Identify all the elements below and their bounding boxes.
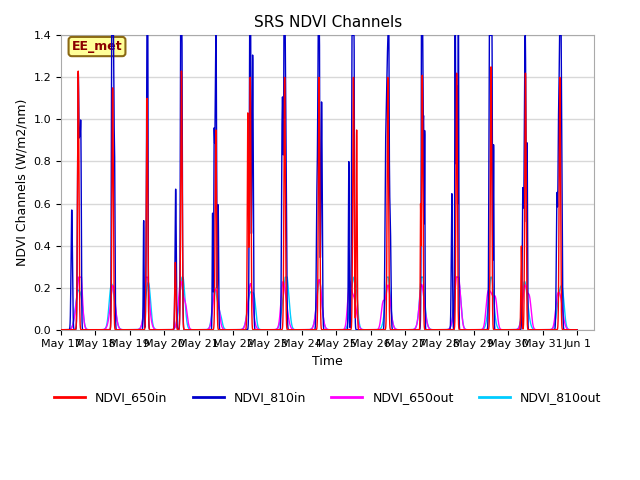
Text: EE_met: EE_met — [72, 40, 122, 53]
Legend: NDVI_650in, NDVI_810in, NDVI_650out, NDVI_810out: NDVI_650in, NDVI_810in, NDVI_650out, NDV… — [49, 386, 606, 409]
Y-axis label: NDVI Channels (W/m2/nm): NDVI Channels (W/m2/nm) — [15, 99, 28, 266]
X-axis label: Time: Time — [312, 355, 343, 368]
Title: SRS NDVI Channels: SRS NDVI Channels — [253, 15, 402, 30]
